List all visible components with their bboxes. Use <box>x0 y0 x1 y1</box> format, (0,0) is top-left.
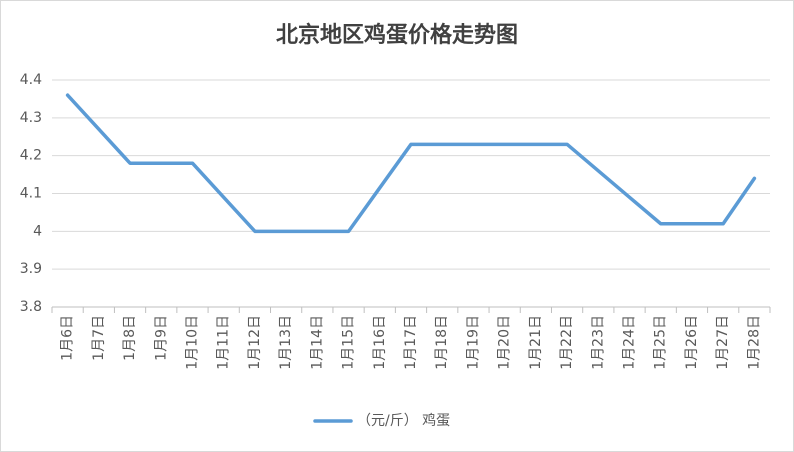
x-tick-label: 1月18日 <box>434 315 450 370</box>
x-tick-label: 1月19日 <box>465 315 481 370</box>
legend-label: （元/斤） 鸡蛋 <box>357 412 450 429</box>
x-tick-label: 1月11日 <box>216 315 232 370</box>
x-tick-label: 1月15日 <box>341 315 357 370</box>
x-tick-label: 1月22日 <box>559 315 575 370</box>
x-tick-label: 1月21日 <box>528 315 544 370</box>
x-tick-label: 1月16日 <box>372 315 388 370</box>
y-tick-label: 3.9 <box>20 261 42 277</box>
x-tick-label: 1月17日 <box>403 315 419 370</box>
x-tick-label: 1月20日 <box>497 315 513 370</box>
x-tick-label: 1月23日 <box>590 315 606 370</box>
x-tick-label: 1月26日 <box>684 315 700 370</box>
y-tick-label: 4.3 <box>20 110 42 126</box>
data-line <box>65 93 757 234</box>
x-tick-label: 1月7日 <box>91 315 107 361</box>
x-tick-label: 1月28日 <box>746 315 762 370</box>
x-tick-label: 1月14日 <box>309 315 325 370</box>
x-tick-label: 1月9日 <box>153 315 169 361</box>
x-tick-label: 1月6日 <box>60 315 76 361</box>
x-tick-label: 1月13日 <box>278 315 294 370</box>
x-tick-label: 1月24日 <box>622 315 638 370</box>
x-tick-label: 1月25日 <box>653 315 669 370</box>
y-tick-label: 3.8 <box>20 299 42 315</box>
y-tick-label: 4.1 <box>20 186 42 202</box>
x-tick-label: 1月10日 <box>184 315 200 370</box>
x-tick-label: 1月8日 <box>122 315 138 361</box>
y-tick-label: 4.2 <box>20 148 42 164</box>
y-tick-label: 4 <box>33 223 42 239</box>
chart-title: 北京地区鸡蛋价格走势图 <box>276 22 518 48</box>
x-tick-label: 1月12日 <box>247 315 263 370</box>
x-tick-label: 1月27日 <box>715 315 731 370</box>
y-tick-label: 4.4 <box>20 72 42 88</box>
